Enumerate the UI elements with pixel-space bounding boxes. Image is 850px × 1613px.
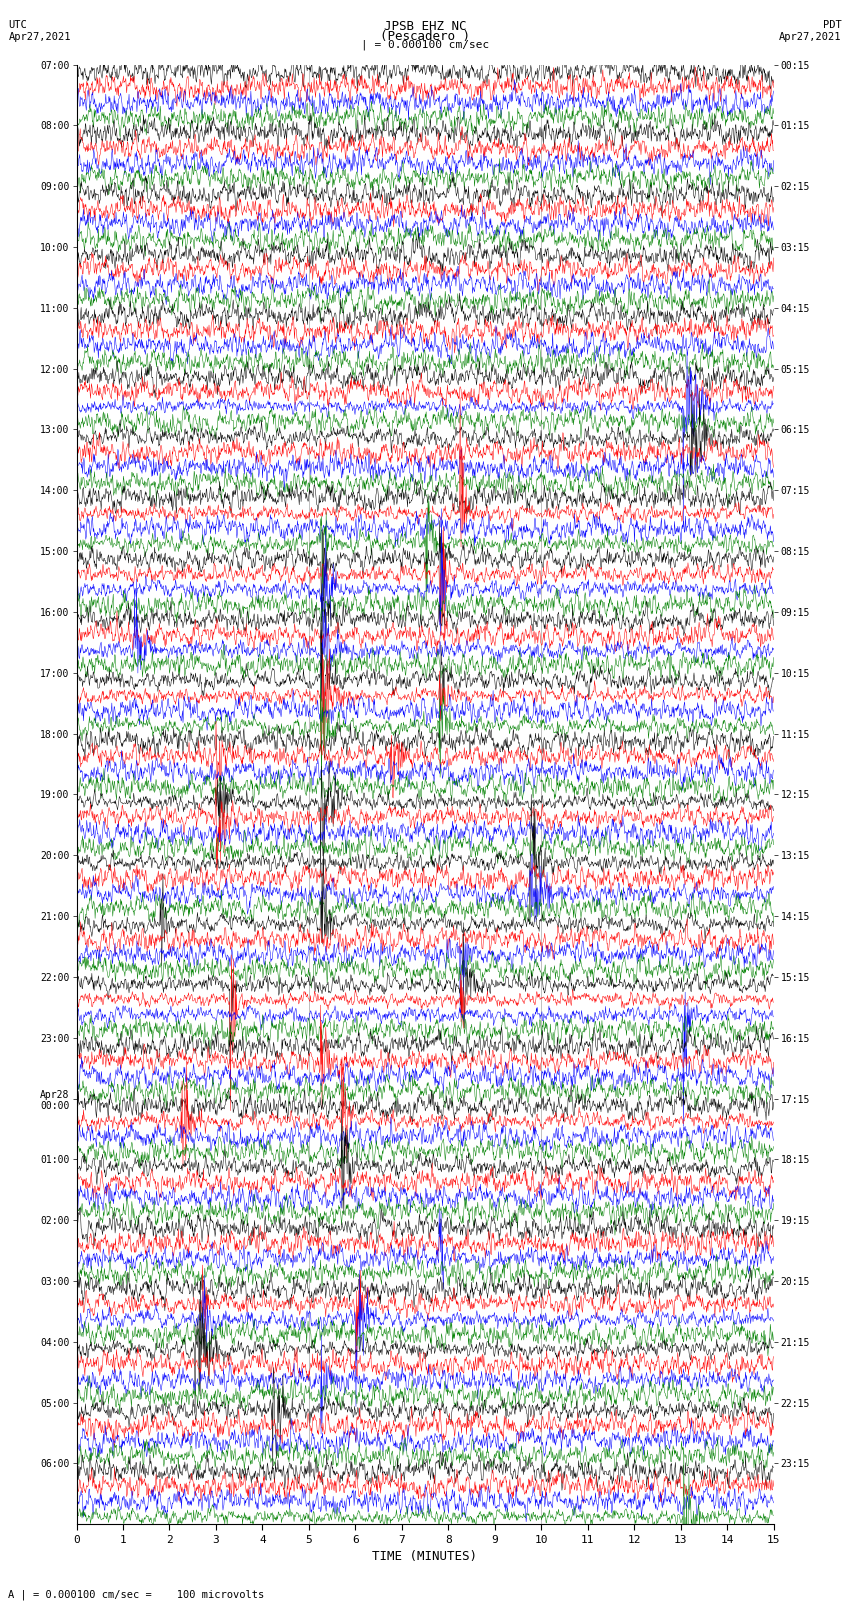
X-axis label: TIME (MINUTES): TIME (MINUTES) [372, 1550, 478, 1563]
Text: PDT
Apr27,2021: PDT Apr27,2021 [779, 19, 842, 42]
Text: (Pescadero ): (Pescadero ) [380, 31, 470, 44]
Text: A | = 0.000100 cm/sec =    100 microvolts: A | = 0.000100 cm/sec = 100 microvolts [8, 1589, 264, 1600]
Text: | = 0.000100 cm/sec: | = 0.000100 cm/sec [361, 39, 489, 50]
Text: JPSB EHZ NC: JPSB EHZ NC [383, 19, 467, 34]
Text: UTC
Apr27,2021: UTC Apr27,2021 [8, 19, 71, 42]
